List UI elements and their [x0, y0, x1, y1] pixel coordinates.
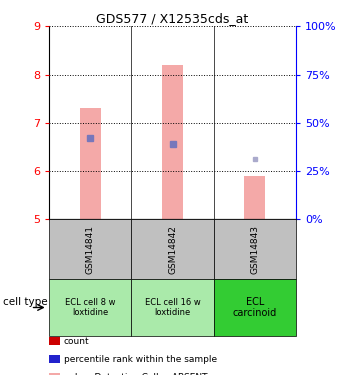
Bar	[244, 176, 265, 219]
Text: ECL
carcinoid: ECL carcinoid	[233, 297, 277, 318]
Bar	[162, 65, 183, 219]
Text: cell type: cell type	[3, 297, 48, 307]
Text: GSM14842: GSM14842	[168, 225, 177, 274]
Bar	[80, 108, 101, 219]
Text: value, Detection Call = ABSENT: value, Detection Call = ABSENT	[64, 373, 207, 375]
Text: GSM14843: GSM14843	[250, 225, 259, 274]
Text: count: count	[64, 337, 89, 346]
Title: GDS577 / X12535cds_at: GDS577 / X12535cds_at	[97, 12, 249, 25]
Text: percentile rank within the sample: percentile rank within the sample	[64, 355, 217, 364]
Text: GSM14841: GSM14841	[86, 225, 95, 274]
Text: ECL cell 8 w
loxtidine: ECL cell 8 w loxtidine	[65, 298, 116, 317]
Text: ECL cell 16 w
loxtidine: ECL cell 16 w loxtidine	[145, 298, 200, 317]
